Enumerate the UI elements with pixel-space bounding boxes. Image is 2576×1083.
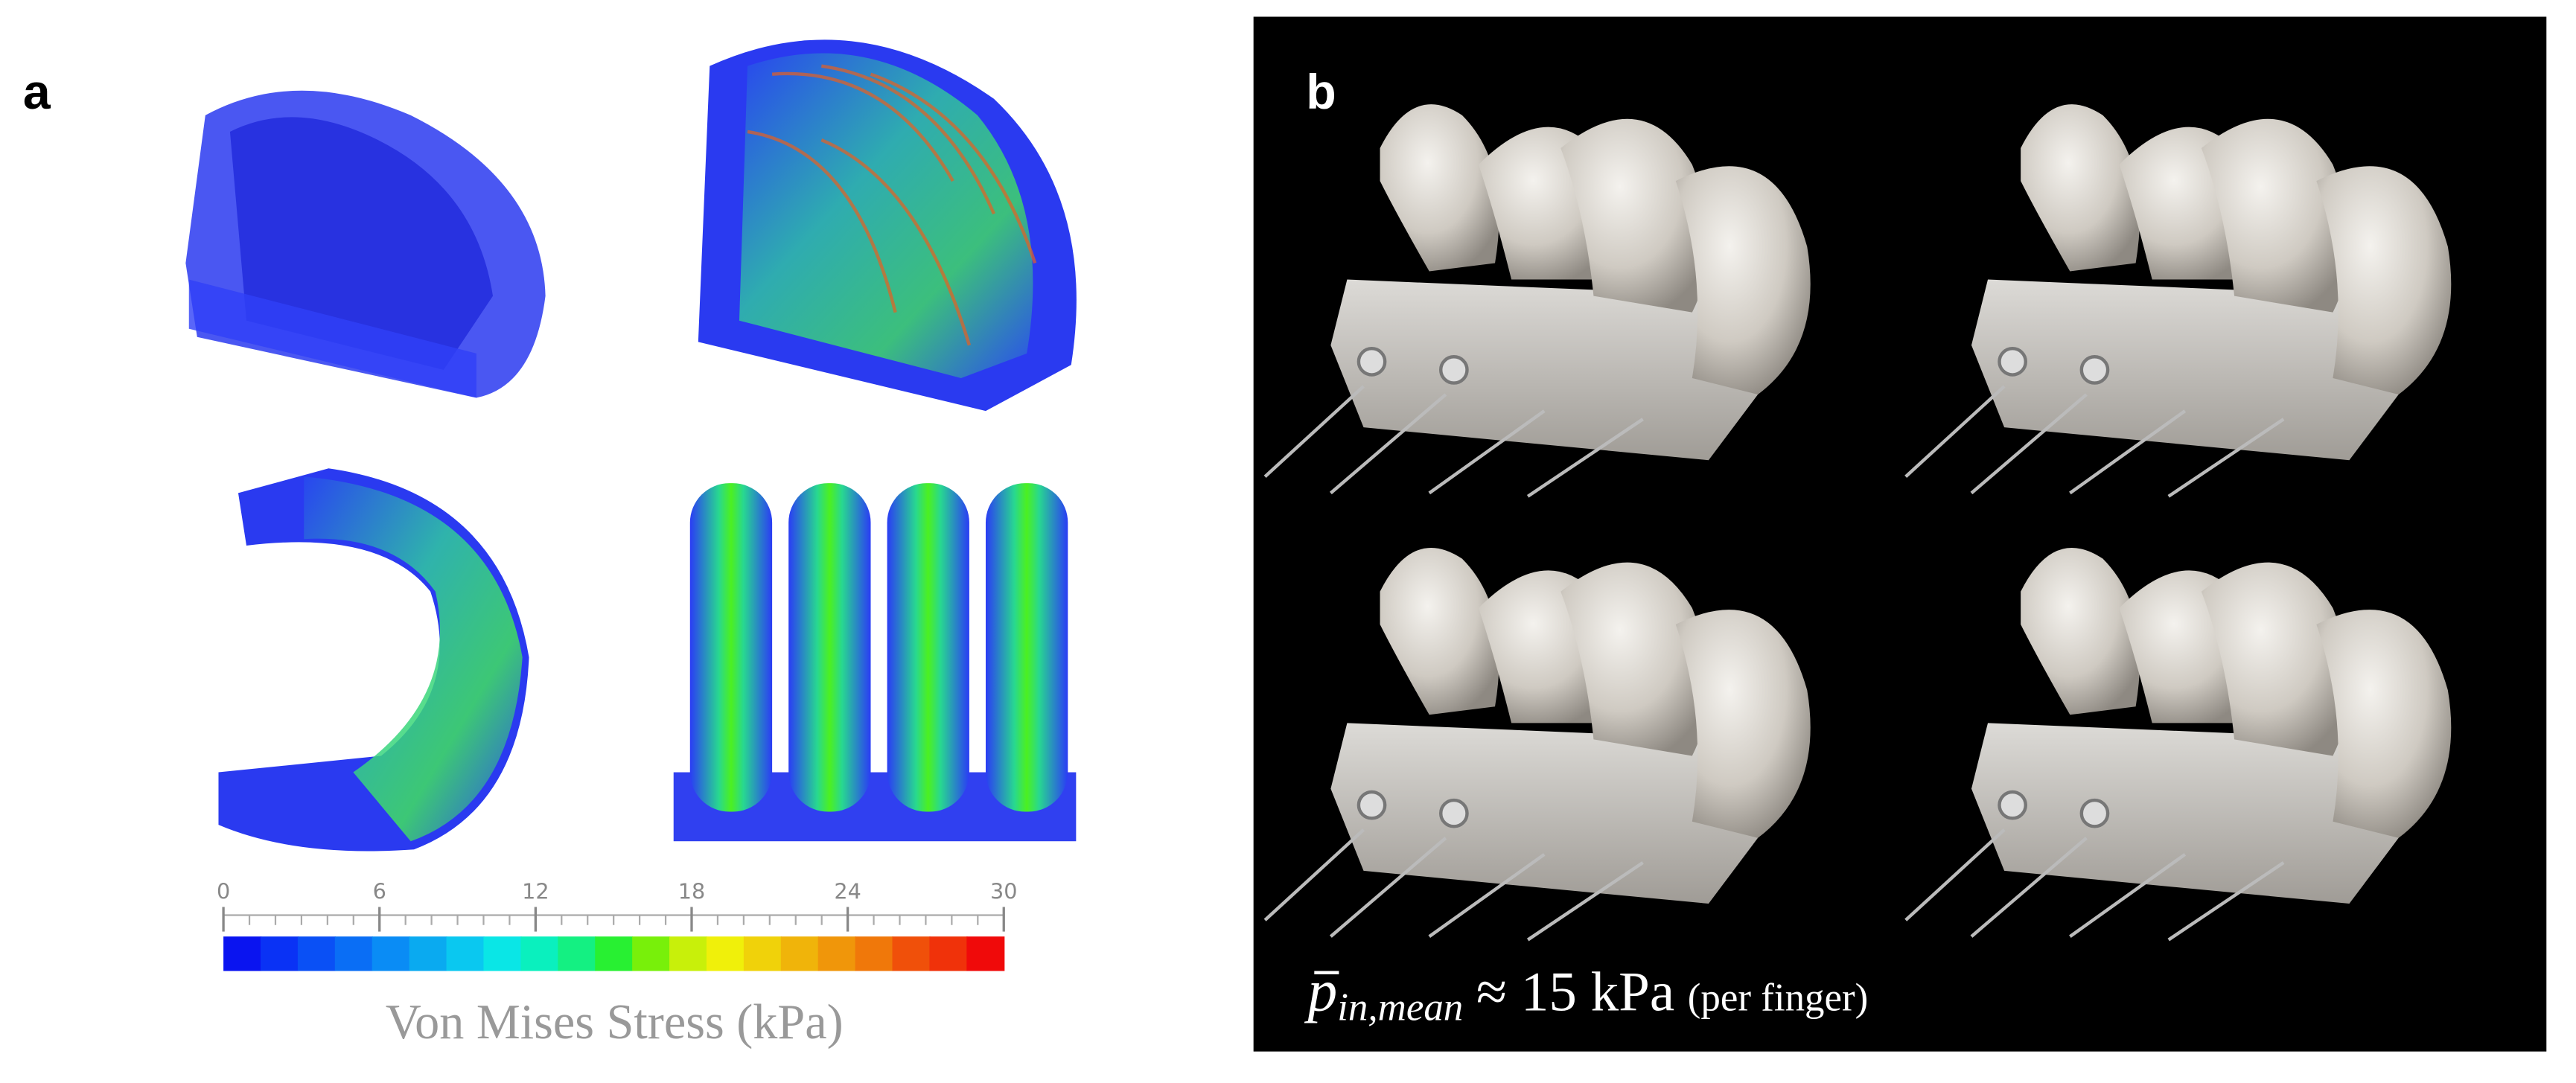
fea-render bbox=[673, 483, 1077, 842]
panel-label: a bbox=[23, 65, 51, 120]
colorbar-segment bbox=[743, 936, 782, 971]
caption-relation: ≈ 15 kPa bbox=[1476, 961, 1674, 1023]
render-shape bbox=[188, 279, 476, 398]
fea-render bbox=[185, 90, 546, 398]
colorbar-segment bbox=[632, 936, 671, 971]
colorbar-segment bbox=[297, 936, 336, 971]
colorbar-segment bbox=[334, 936, 373, 971]
tick-label: 0 bbox=[217, 878, 230, 904]
render-shape bbox=[689, 483, 773, 812]
caption-note: (per finger) bbox=[1688, 976, 1868, 1019]
render-stripes bbox=[747, 64, 1037, 346]
colorbar-segment bbox=[817, 936, 856, 971]
colorbar-segment bbox=[409, 936, 447, 971]
colorbar-segment bbox=[595, 936, 634, 971]
colorbar-title: Von Mises Stress (kPa) bbox=[386, 995, 844, 1050]
colorbar-segment bbox=[558, 936, 596, 971]
tick-label: 18 bbox=[678, 878, 705, 904]
caption-subscript: in,mean bbox=[1337, 986, 1463, 1029]
colorbar-segment bbox=[706, 936, 745, 971]
render-shape bbox=[887, 483, 969, 812]
fea-render bbox=[698, 39, 1077, 412]
render-shape bbox=[304, 476, 523, 842]
colorbar-segment bbox=[966, 936, 1005, 971]
colorbar-segment bbox=[223, 936, 262, 971]
colorbar-segment bbox=[372, 936, 410, 971]
colorbar-segment bbox=[780, 936, 819, 971]
render-shape bbox=[739, 53, 1033, 378]
colorbar-segment bbox=[929, 936, 968, 971]
colorbar-segment bbox=[483, 936, 522, 971]
caption: pin,mean ≈ 15 kPa (per finger) bbox=[1304, 958, 1868, 1029]
colorbar-segment bbox=[855, 936, 893, 971]
tick-label: 12 bbox=[522, 878, 549, 904]
colorbar: 0 6 12 18 24 30 bbox=[217, 878, 1017, 971]
caption-symbol: p bbox=[1304, 958, 1337, 1023]
colorbar-segment bbox=[520, 936, 559, 971]
render-shape bbox=[229, 117, 493, 370]
colorbar-segment bbox=[446, 936, 485, 971]
render-shape bbox=[985, 483, 1068, 812]
tick-label: 30 bbox=[990, 878, 1017, 904]
render-shape bbox=[788, 483, 871, 812]
colorbar-segment bbox=[261, 936, 299, 971]
colorbar-segment bbox=[892, 936, 931, 971]
panel-label: b bbox=[1306, 65, 1336, 120]
tick-label: 24 bbox=[834, 878, 861, 904]
colorbar-segment bbox=[669, 936, 708, 971]
fea-render bbox=[218, 468, 529, 852]
tick-label: 6 bbox=[373, 878, 386, 904]
